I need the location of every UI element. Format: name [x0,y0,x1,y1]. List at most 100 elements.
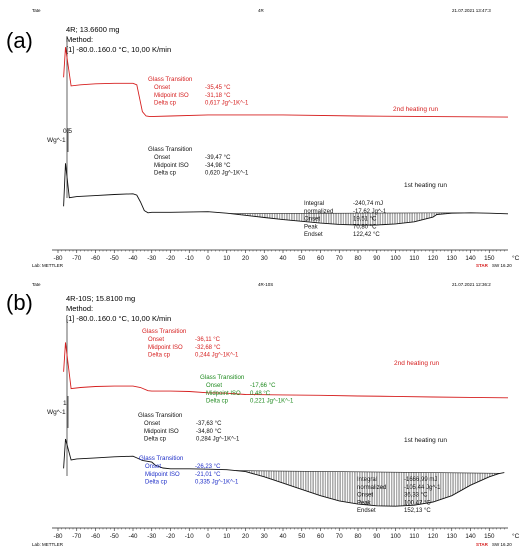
annotation-key: Delta cp [148,353,171,359]
annotation-value: 122,42 °C [353,232,380,238]
x-tick-label: -20 [166,533,176,540]
annotation-value: 0,221 Jg^-1K^-1 [250,399,294,405]
x-tick-label: 80 [355,255,362,262]
series-label: 2nd heating run [393,106,439,113]
x-tick-label: -30 [147,533,157,540]
x-tick-label: 0 [206,255,210,262]
integration-baseline [230,212,471,214]
annotation-key: Onset [145,464,161,470]
panel-letter: (b) [6,290,33,315]
sample-label: 4R; 13.6600 mg [66,25,120,34]
x-tick-label: 70 [336,533,343,540]
y-scale-value: 1 [63,400,67,407]
x-tick-label: 70 [336,255,343,262]
x-tick-label: 90 [373,255,380,262]
integration-baseline [236,470,501,474]
header-center: 4R-10S [258,282,274,287]
annotation-key: Endset [304,232,323,238]
annotation-key: Onset [304,217,320,223]
annotation-value: -35,45 °C [205,85,231,91]
annotation-value: 70,80 °C [353,224,377,230]
y-scale-value: 0.5 [63,128,72,135]
footer-right: SW 16.20 [492,542,512,547]
annotation-key: normalized [304,209,333,215]
x-tick-label: 150 [484,255,495,262]
x-tick-label: -20 [166,255,176,262]
sample-label: 4R-10S; 15.8100 mg [66,294,136,303]
x-tick-label: -10 [185,533,195,540]
annotation-key: Peak [304,224,319,230]
annotation-value: -1666,99 mJ [404,477,437,483]
x-tick-label: 150 [484,533,495,540]
x-tick-label: 30 [261,255,268,262]
annotation-key: Delta cp [144,437,167,443]
annotation-value: -36,11 °C [195,337,221,343]
series-line-2nd-run [63,342,509,399]
header-left: Tate [32,282,41,287]
x-tick-label: 100 [390,533,401,540]
annotation-value: -17,62 Jg^-1 [353,209,387,215]
annotation-value: 0,244 Jg^-1K^-1 [195,353,239,359]
annotation-value: 100,47 °C [404,500,431,506]
x-tick-label: 130 [447,533,458,540]
x-tick-label: 90 [373,533,380,540]
method-label: Method: [66,35,94,44]
footer-right: SW 16.20 [492,263,512,268]
annotation-key: Midpoint ISO [144,429,179,435]
x-tick-label: 110 [409,533,419,540]
annotation-value: 0,617 Jg^-1K^-1 [205,101,249,107]
x-tick-label: -10 [185,255,195,262]
annotation-key: Onset [154,155,170,161]
x-tick-label: -80 [54,533,64,540]
annotation-title: Glass Transition [148,76,193,83]
annotation-key: Endset [357,508,376,514]
annotation-value: -34,98 °C [205,163,231,169]
x-tick-label: 10 [223,255,230,262]
x-axis-unit: °C [512,532,520,540]
x-tick-label: -50 [110,533,120,540]
series-line-1st-run [63,438,505,507]
x-tick-label: 20 [242,255,249,262]
method-label: Method: [66,304,94,313]
annotation-value: -26,23 °C [195,464,221,470]
x-tick-label: -60 [91,533,101,540]
annotation-key: Midpoint ISO [206,391,241,397]
annotation-key: Onset [154,85,170,91]
annotation-key: Delta cp [154,101,177,107]
x-tick-label: 30 [261,533,268,540]
footer-brand: STAR [476,542,488,547]
annotation-key: Peak [357,500,372,506]
annotation-value: -21,01 °C [195,472,221,478]
annotation-title: Glass Transition [148,146,193,153]
annotation-title: Glass Transition [200,374,245,381]
panel-b: (b) Tate 4R-10S 21.07.2021 12:36:2 4R-10… [0,278,521,548]
footer-left: Lab: METTLER [32,542,64,547]
x-tick-label: -80 [54,255,64,262]
x-tick-label: 60 [317,255,324,262]
x-tick-label: -50 [110,255,120,262]
x-tick-label: 140 [465,533,476,540]
annotation-value: -17,66 °C [250,383,276,389]
panel-letter: (a) [6,28,33,53]
x-tick-label: 120 [428,255,439,262]
annotation-value: 19,51 °C [353,217,377,223]
annotation-value: -105,44 Jg^-1 [404,485,441,491]
program-label: [1] -80.0..160.0 °C, 10,00 K/min [66,314,172,323]
annotation-key: Onset [206,383,222,389]
x-tick-label: -70 [72,533,82,540]
annotation-key: Integral [357,477,377,483]
header-left: Tate [32,8,41,13]
header-center: 4R [258,8,264,13]
x-tick-label: -40 [129,255,139,262]
x-tick-label: 10 [223,533,230,540]
annotation-value: 0,620 Jg^-1K^-1 [205,171,249,177]
dsc-chart: -80 -70 -60 -50 -40 -30 -20 -10 0 10 20 30 40 50 60 70 8… [47,36,520,262]
x-tick-label: 80 [355,533,362,540]
x-tick-label: 50 [298,255,305,262]
y-scale-unit: Wg^-1 [47,409,66,416]
annotation-key: Midpoint ISO [154,163,189,169]
y-scale-unit: Wg^-1 [47,137,66,144]
series-label: 2nd heating run [394,360,440,367]
series-line-1st-run [63,163,509,226]
annotation-key: Midpoint ISO [154,93,189,99]
